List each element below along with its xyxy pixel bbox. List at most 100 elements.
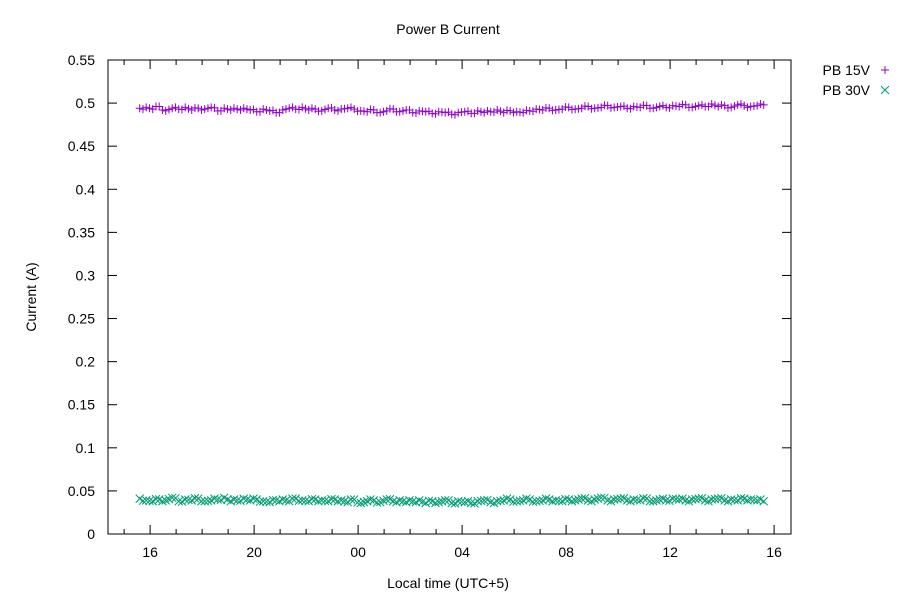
data-point bbox=[639, 493, 648, 503]
data-point bbox=[480, 108, 489, 117]
data-point bbox=[229, 104, 238, 113]
y-axis-label: Current (A) bbox=[23, 262, 39, 331]
data-point bbox=[317, 106, 326, 115]
data-point bbox=[187, 105, 196, 114]
data-point bbox=[281, 105, 290, 114]
data-point bbox=[749, 495, 759, 505]
data-point bbox=[353, 498, 362, 507]
data-point bbox=[753, 101, 762, 110]
data-point bbox=[626, 104, 635, 113]
data-point bbox=[616, 494, 626, 504]
data-point bbox=[447, 498, 457, 508]
data-point bbox=[379, 496, 388, 506]
data-point bbox=[743, 103, 752, 112]
data-point bbox=[424, 107, 433, 116]
data-point bbox=[619, 102, 628, 111]
data-point bbox=[424, 496, 434, 506]
y-tick-label: 0.05 bbox=[68, 483, 95, 499]
x-tick-label: 16 bbox=[766, 544, 782, 560]
data-point bbox=[336, 496, 346, 505]
data-point bbox=[340, 496, 349, 506]
data-point bbox=[346, 103, 355, 112]
data-point bbox=[450, 110, 459, 119]
data-point bbox=[431, 498, 440, 508]
data-point bbox=[440, 496, 450, 505]
axes: 0 0.05 0.1 0.15 0.2 0.25 0.3 0.35 0.4 0.45 0.5 0.55… bbox=[68, 52, 792, 560]
data-point bbox=[311, 105, 320, 114]
data-point bbox=[307, 494, 317, 504]
data-point bbox=[223, 105, 232, 114]
data-point bbox=[743, 496, 752, 505]
data-point bbox=[294, 105, 303, 114]
y-tick-label: 0.3 bbox=[76, 267, 96, 283]
y-tick-label: 0 bbox=[87, 526, 95, 542]
x-tick-label: 20 bbox=[246, 544, 262, 560]
data-point bbox=[376, 108, 385, 117]
data-point bbox=[382, 495, 392, 504]
data-point bbox=[457, 497, 466, 507]
data-point bbox=[590, 495, 600, 504]
data-point bbox=[161, 106, 170, 115]
data-point bbox=[506, 106, 515, 115]
data-point bbox=[138, 105, 147, 114]
chart-title: Power B Current bbox=[396, 21, 500, 37]
data-point bbox=[658, 101, 667, 110]
data-point bbox=[298, 103, 307, 112]
data-point bbox=[596, 493, 606, 503]
data-point bbox=[171, 103, 180, 112]
data-point bbox=[476, 107, 485, 116]
x-tick-label: 00 bbox=[350, 544, 366, 560]
data-point bbox=[519, 108, 528, 117]
data-point bbox=[528, 107, 537, 116]
data-point bbox=[255, 497, 265, 507]
data-point bbox=[434, 497, 444, 507]
data-point bbox=[304, 105, 313, 114]
data-point bbox=[466, 498, 476, 508]
x-tick-label: 12 bbox=[662, 544, 678, 560]
data-point bbox=[197, 105, 206, 114]
data-point bbox=[496, 107, 505, 116]
data-point bbox=[177, 105, 186, 114]
data-point bbox=[759, 496, 769, 506]
legend-marker-pb30v bbox=[880, 85, 890, 95]
data-point bbox=[675, 102, 684, 111]
data-point bbox=[414, 496, 424, 505]
data-point bbox=[707, 99, 716, 108]
data-point bbox=[554, 496, 564, 506]
data-point bbox=[502, 494, 512, 504]
data-point bbox=[522, 494, 531, 504]
y-tick-label: 0.4 bbox=[76, 181, 96, 197]
legend: PB 15V PB 30V bbox=[823, 62, 890, 98]
y-tick-label: 0.2 bbox=[76, 354, 96, 370]
data-point bbox=[239, 104, 248, 113]
x-tick-label: 04 bbox=[454, 544, 470, 560]
data-point bbox=[190, 493, 200, 503]
legend-marker bbox=[880, 85, 890, 95]
data-point bbox=[161, 496, 171, 505]
x-tick-label: 16 bbox=[142, 544, 158, 560]
data-point bbox=[720, 101, 729, 110]
data-point bbox=[379, 107, 388, 116]
data-point bbox=[236, 105, 245, 114]
data-point bbox=[694, 494, 704, 504]
data-point bbox=[233, 105, 242, 114]
data-point bbox=[281, 496, 291, 505]
data-point bbox=[649, 104, 658, 113]
data-point bbox=[655, 102, 664, 111]
data-point bbox=[181, 103, 190, 112]
data-point bbox=[730, 495, 739, 505]
data-point bbox=[135, 104, 144, 113]
data-point bbox=[320, 105, 329, 114]
data-point bbox=[220, 104, 229, 113]
data-point bbox=[327, 494, 336, 504]
data-point bbox=[541, 494, 551, 504]
data-point bbox=[688, 103, 697, 112]
data-point bbox=[288, 494, 297, 504]
data-point bbox=[288, 103, 297, 112]
data-point bbox=[239, 494, 249, 504]
data-point bbox=[184, 495, 193, 505]
data-point bbox=[489, 108, 498, 117]
plot-frame bbox=[107, 59, 792, 535]
data-point bbox=[691, 102, 700, 111]
